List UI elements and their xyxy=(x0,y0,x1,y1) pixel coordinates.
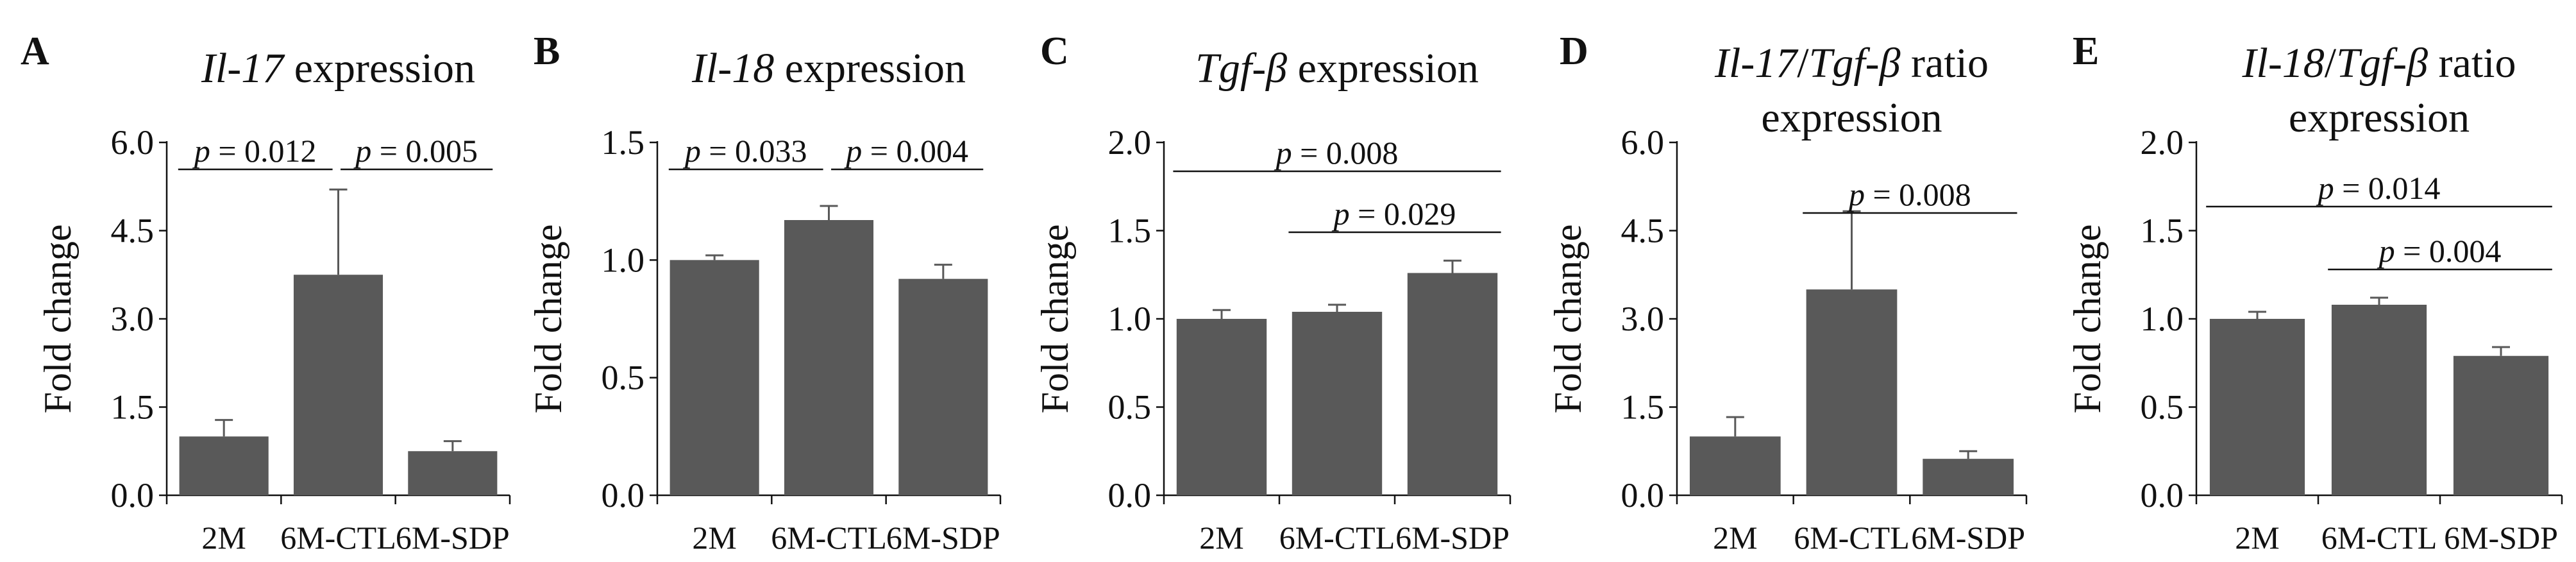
bar-6m-sdp xyxy=(1407,273,1498,495)
panel-letter: C xyxy=(1040,30,1069,73)
x-tick-label: 2M xyxy=(692,520,736,556)
x-tick-label: 6M-CTL xyxy=(280,520,396,556)
chart-title: Il-17/Tgf-β ratio xyxy=(1714,40,1989,87)
chart-title: Il-18 expression xyxy=(691,45,966,92)
p-value-label: p = 0.033 xyxy=(683,133,807,169)
chart-title: Tgf-β expression xyxy=(1195,45,1479,92)
panel-a: A Il-17 expression Fold change 0.0 1.5 3.0 4.5… xyxy=(21,30,511,556)
chart-title: Il-17 expression xyxy=(201,45,475,92)
y-tick-label: 0.0 xyxy=(1108,476,1152,515)
p-value-label: p = 0.012 xyxy=(192,133,317,169)
y-tick-label: 0.5 xyxy=(1108,388,1152,427)
x-tick-label: 6M-SDP xyxy=(1395,520,1510,556)
x-tick-label: 2M xyxy=(2235,520,2279,556)
x-tick-label: 6M-SDP xyxy=(886,520,1000,556)
p-value-label: p = 0.004 xyxy=(844,133,968,169)
y-tick-label: 1.0 xyxy=(1108,300,1152,338)
y-axis-label: Fold change xyxy=(527,225,569,414)
y-tick-label: 2.0 xyxy=(2141,123,2184,162)
x-tick-label: 6M-CTL xyxy=(1794,520,1910,556)
y-tick-label: 0.5 xyxy=(602,359,645,397)
y-axis-label: Fold change xyxy=(2066,225,2109,414)
panel-e: E Il-18/Tgf-β ratio expression Fold change 0… xyxy=(2066,30,2563,556)
p-value-label: p = 0.029 xyxy=(1332,196,1456,232)
panel-letter: A xyxy=(21,30,49,73)
panel-d: D Il-17/Tgf-β ratio expression Fold change 0… xyxy=(1547,30,2028,556)
chart-title-line2: expression xyxy=(1761,94,1942,141)
y-tick-label: 0.0 xyxy=(111,476,155,515)
bar-6m-ctl xyxy=(1806,289,1898,495)
bar-6m-ctl xyxy=(784,220,874,495)
y-axis-label: Fold change xyxy=(1034,225,1076,414)
bar-6m-ctl xyxy=(293,275,383,495)
x-tick-label: 6M-SDP xyxy=(2444,520,2558,556)
y-tick-label: 0.0 xyxy=(1621,476,1665,515)
y-axis-label: Fold change xyxy=(37,225,79,414)
bar-6m-sdp xyxy=(408,451,498,495)
bar-2m xyxy=(2209,319,2305,495)
bar-6m-sdp xyxy=(898,278,988,495)
p-value-label: p = 0.008 xyxy=(1274,135,1399,171)
y-tick-label: 3.0 xyxy=(1621,300,1665,338)
panel-letter: B xyxy=(534,30,560,73)
x-tick-label: 6M-CTL xyxy=(2321,520,2437,556)
panel-b: B Il-18 expression Fold change 0.0 0.5 1.0 1.5… xyxy=(527,30,1002,556)
y-tick-label: 3.0 xyxy=(111,300,155,338)
bar-6m-sdp xyxy=(2453,355,2549,495)
y-tick-label: 6.0 xyxy=(1621,123,1665,162)
y-tick-label: 4.5 xyxy=(1621,212,1665,250)
y-tick-label: 1.5 xyxy=(2141,212,2184,250)
y-tick-label: 1.0 xyxy=(2141,300,2184,338)
p-value-label: p = 0.005 xyxy=(353,133,478,169)
y-tick-label: 0.0 xyxy=(602,476,645,515)
y-tick-label: 1.5 xyxy=(1621,388,1665,427)
y-tick-label: 2.0 xyxy=(1108,123,1152,162)
x-tick-label: 6M-SDP xyxy=(1911,520,2025,556)
y-tick-label: 6.0 xyxy=(111,123,155,162)
y-tick-label: 1.5 xyxy=(1108,212,1152,250)
bar-2m xyxy=(1176,319,1267,495)
panel-letter: E xyxy=(2073,30,2099,73)
p-value-label: p = 0.014 xyxy=(2316,170,2441,206)
y-tick-label: 0.5 xyxy=(2141,388,2184,427)
p-value-label: p = 0.004 xyxy=(2377,233,2502,269)
y-axis-label: Fold change xyxy=(1547,225,1589,414)
bar-6m-ctl xyxy=(1292,312,1383,495)
x-tick-label: 2M xyxy=(201,520,246,556)
panel-letter: D xyxy=(1560,30,1588,73)
y-tick-label: 0.0 xyxy=(2141,476,2184,515)
bar-2m xyxy=(669,260,759,495)
y-tick-label: 1.5 xyxy=(602,123,645,162)
x-tick-label: 2M xyxy=(1713,520,1757,556)
x-tick-label: 6M-SDP xyxy=(396,520,510,556)
x-tick-label: 2M xyxy=(1199,520,1243,556)
bar-2m xyxy=(179,436,269,495)
y-tick-label: 1.5 xyxy=(111,388,155,427)
bar-6m-ctl xyxy=(2331,305,2427,495)
p-value-label: p = 0.008 xyxy=(1847,176,1971,212)
chart-title-line2: expression xyxy=(2289,94,2470,141)
bar-2m xyxy=(1689,436,1781,495)
x-tick-label: 6M-CTL xyxy=(1279,520,1395,556)
panel-c: C Tgf-β expression Fold change 0.0 0.5 1.0 1.5… xyxy=(1034,30,1511,556)
y-tick-label: 4.5 xyxy=(111,212,155,250)
bar-6m-sdp xyxy=(1923,459,2014,495)
chart-title: Il-18/Tgf-β ratio xyxy=(2242,40,2516,87)
x-tick-label: 6M-CTL xyxy=(771,520,887,556)
y-tick-label: 1.0 xyxy=(602,241,645,279)
